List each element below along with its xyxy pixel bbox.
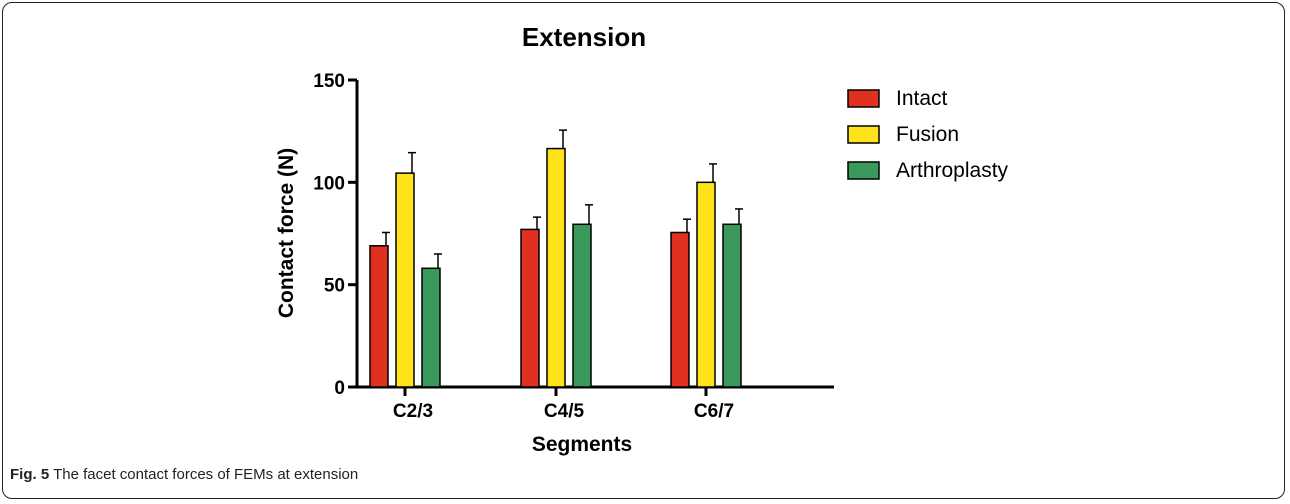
bar — [421, 267, 441, 388]
bar — [722, 223, 742, 388]
bar — [395, 172, 415, 388]
legend-swatch — [847, 89, 880, 108]
legend: Intact Fusion Arthroplasty — [847, 87, 1009, 182]
bar — [369, 245, 389, 388]
bar — [670, 231, 690, 388]
y-axis-label: Contact force (N) — [275, 148, 298, 318]
bar — [546, 147, 566, 388]
y-tick-label: 50 — [324, 276, 345, 297]
bar — [520, 228, 540, 388]
legend-label: Fusion — [896, 123, 959, 146]
chart-title: Extension — [522, 22, 646, 52]
x-axis-label: Segments — [532, 433, 632, 456]
bar — [696, 181, 716, 388]
caption-text: The facet contact forces of FEMs at exte… — [53, 466, 359, 483]
legend-swatch — [847, 125, 880, 144]
x-tick-label: C4/5 — [544, 401, 585, 422]
bar — [572, 223, 592, 388]
x-tick-label: C6/7 — [694, 401, 734, 422]
legend-label: Intact — [896, 87, 948, 110]
y-tick-label: 100 — [313, 173, 345, 194]
y-tick-label: 150 — [313, 71, 345, 92]
legend-swatch — [847, 161, 880, 180]
x-tick-label: C2/3 — [393, 401, 433, 422]
legend-label: Arthroplasty — [896, 159, 1009, 182]
y-tick-label: 0 — [334, 378, 345, 399]
figure-label: Fig. 5 — [10, 466, 50, 483]
figure-caption: Fig. 5 The facet contact forces of FEMs … — [10, 466, 358, 483]
